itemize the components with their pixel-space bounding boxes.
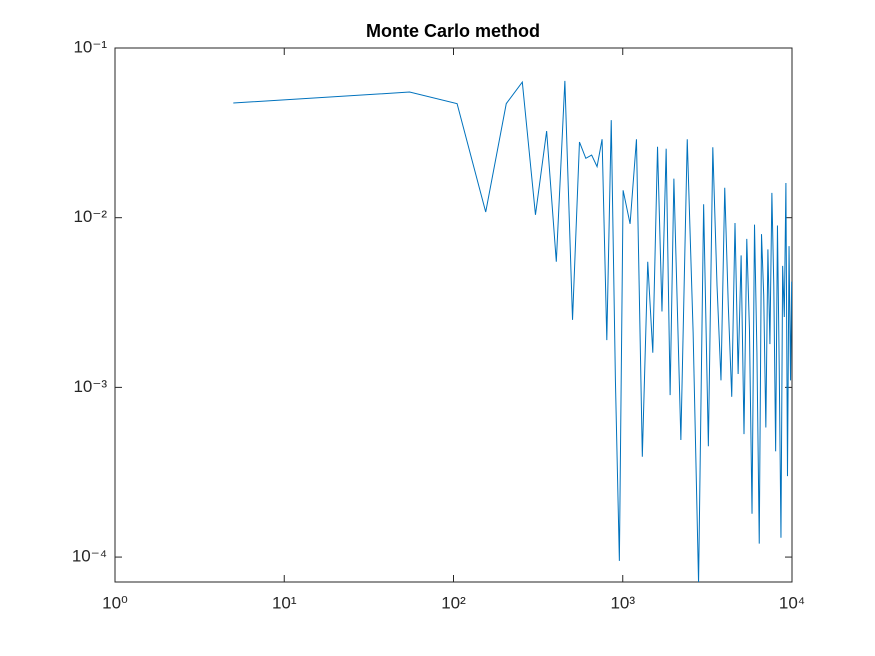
y-tick-label: 10⁻⁴: [72, 547, 107, 566]
y-tick-label: 10⁻³: [73, 377, 107, 396]
data-line: [233, 80, 792, 582]
chart-title: Monte Carlo method: [366, 21, 540, 41]
x-tick-label: 10²: [441, 593, 466, 612]
x-tick-label: 10³: [610, 593, 635, 612]
y-tick-label: 10⁻²: [73, 207, 107, 226]
x-tick-label: 10⁴: [779, 593, 805, 612]
y-tick-label: 10⁻¹: [73, 37, 107, 56]
axes-box: [114, 47, 793, 583]
x-tick-label: 10¹: [272, 593, 297, 612]
x-tick-label: 10⁰: [102, 593, 128, 612]
